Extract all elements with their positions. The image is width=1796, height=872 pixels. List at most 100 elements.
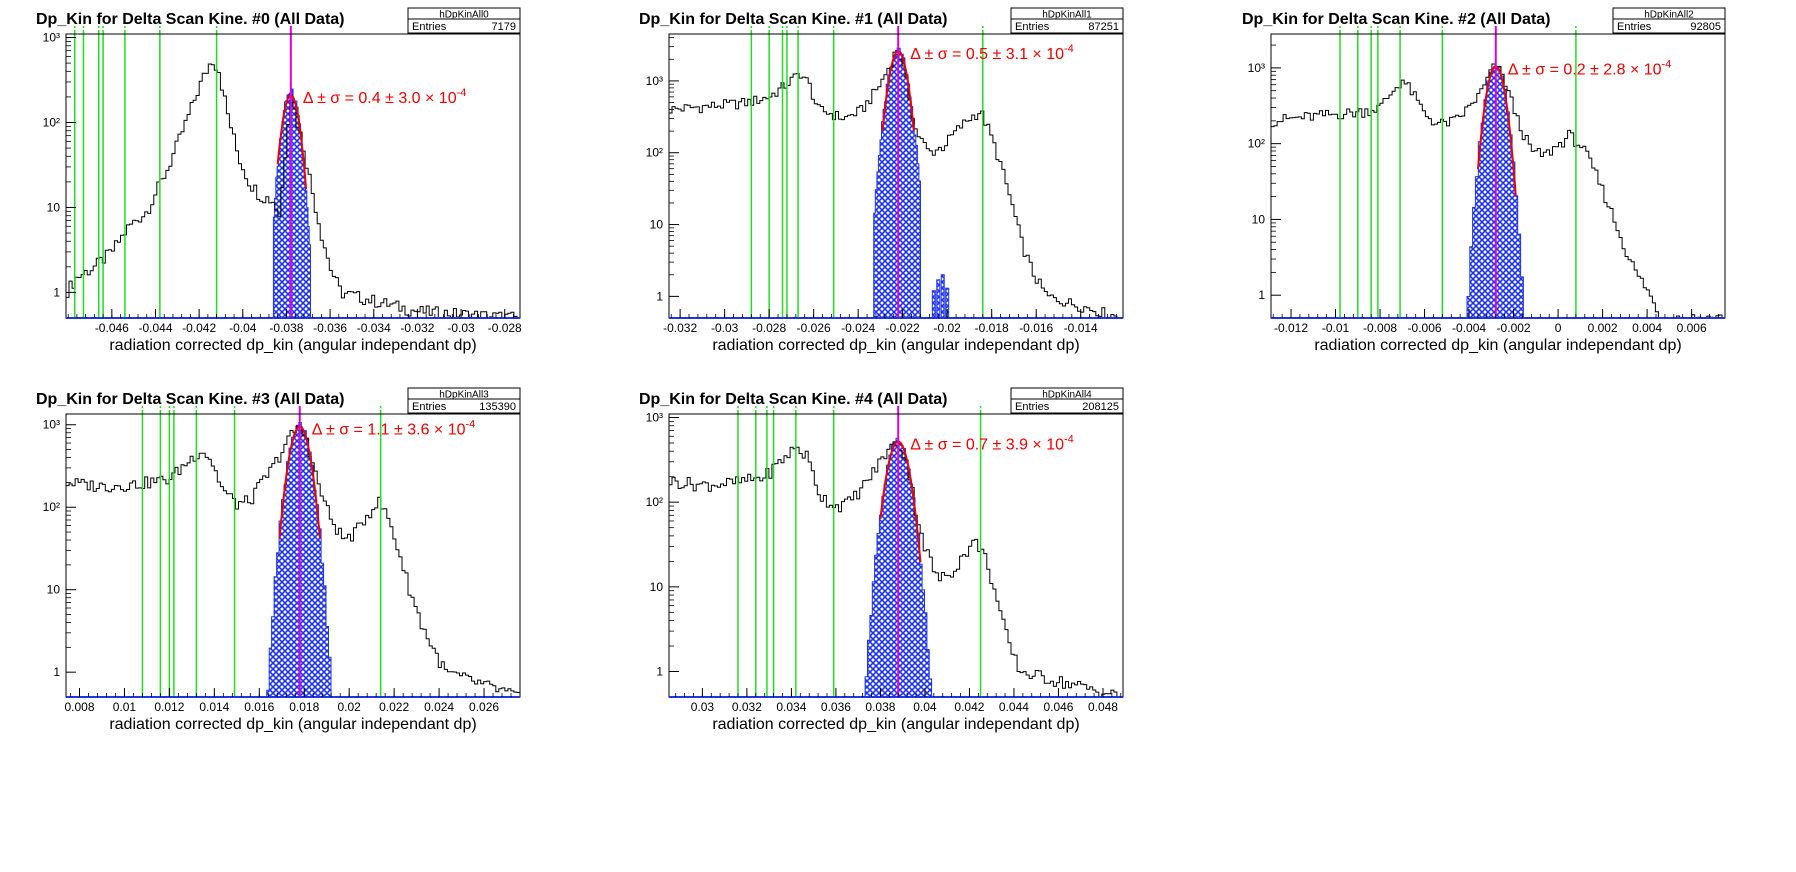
- y-tick-label: 10²: [646, 495, 663, 509]
- fit-annotation-prefix: Δ ± σ =: [1508, 61, 1564, 78]
- fit-annotation-exponent: -4: [1662, 58, 1672, 70]
- stats-entries-value: 92805: [1690, 21, 1721, 33]
- x-axis-label: radiation corrected dp_kin (angular inde…: [712, 716, 1079, 733]
- x-tick-label: 0.002: [1588, 321, 1618, 335]
- y-tick-label: 10: [650, 218, 664, 232]
- y-tick-label: 1: [53, 285, 60, 299]
- x-tick-label: -0.006: [1408, 321, 1442, 335]
- fit-annotation-exponent: -4: [457, 87, 467, 99]
- x-tick-label: -0.042: [182, 321, 216, 335]
- y-tick-label: 1: [53, 665, 60, 679]
- y-tick-label: 10³: [646, 411, 663, 425]
- x-tick-label: 0.014: [199, 700, 229, 714]
- x-tick-label: 0.046: [1043, 700, 1073, 714]
- stats-histogram-name: hDpKinAll2: [1644, 10, 1694, 21]
- y-tick-label: 1: [1258, 288, 1265, 302]
- x-tick-label: -0.03: [447, 321, 475, 335]
- x-tick-label: 0.044: [999, 700, 1029, 714]
- fit-annotation-prefix: Δ ± σ =: [910, 437, 966, 454]
- stats-entries-value: 7179: [492, 21, 516, 33]
- x-tick-label: 0.03: [691, 700, 715, 714]
- x-tick-label: -0.044: [138, 321, 172, 335]
- x-tick-label: 0.018: [289, 700, 319, 714]
- x-tick-label: -0.01: [1322, 321, 1350, 335]
- chart-title: Dp_Kin for Delta Scan Kine. #1 (All Data…: [639, 11, 948, 28]
- chart-title: Dp_Kin for Delta Scan Kine. #3 (All Data…: [36, 391, 345, 408]
- x-tick-label: 0.036: [821, 700, 851, 714]
- y-tick-label: 10: [650, 580, 664, 594]
- fit-annotation: Δ ± σ = 0.4 ± 3.0 × 10-4: [303, 87, 467, 107]
- x-tick-label: -0.002: [1497, 321, 1531, 335]
- y-tick-label: 10²: [646, 146, 663, 160]
- stats-entries-value: 87251: [1088, 21, 1119, 33]
- fit-annotation: Δ ± σ = 1.1 ± 3.6 × 10-4: [312, 419, 476, 439]
- stats-entries-value: 135390: [479, 401, 516, 413]
- x-tick-label: 0.02: [338, 700, 362, 714]
- y-tick-label: 10: [47, 200, 61, 214]
- panel-1: Dp_Kin for Delta Scan Kine. #1 (All Data…: [639, 7, 1124, 354]
- x-tick-label: 0.01: [113, 700, 137, 714]
- signal-histogram-bin: [936, 279, 941, 319]
- x-tick-label: -0.024: [841, 321, 875, 335]
- y-tick-label: 10²: [43, 115, 60, 129]
- x-tick-label: -0.04: [229, 321, 257, 335]
- x-tick-label: -0.028: [752, 321, 786, 335]
- x-tick-label: 0.026: [469, 700, 499, 714]
- x-tick-label: -0.046: [95, 321, 129, 335]
- x-tick-label: 0.016: [244, 700, 274, 714]
- x-tick-label: -0.014: [1064, 321, 1098, 335]
- x-tick-label: -0.036: [313, 321, 347, 335]
- stats-box: [407, 7, 521, 34]
- y-tick-label: 1: [656, 289, 663, 303]
- stats-entries-label: Entries: [412, 21, 447, 33]
- x-tick-label: -0.034: [357, 321, 391, 335]
- stats-box: [1612, 7, 1726, 34]
- x-tick-label: -0.026: [797, 321, 831, 335]
- x-tick-label: 0.038: [865, 700, 895, 714]
- x-tick-label: 0.04: [913, 700, 937, 714]
- x-axis-label: radiation corrected dp_kin (angular inde…: [712, 337, 1079, 354]
- gaussian-fit: [879, 440, 922, 563]
- y-tick-label: 10³: [1248, 61, 1265, 75]
- stats-entries-label: Entries: [1015, 401, 1050, 413]
- fit-annotation-exponent: -4: [1064, 43, 1074, 55]
- fit-annotation: Δ ± σ = 0.2 ± 2.8 × 10-4: [1508, 58, 1672, 78]
- data-histogram: [668, 51, 1123, 319]
- x-axis-label: radiation corrected dp_kin (angular inde…: [109, 337, 476, 354]
- data-histogram: [668, 441, 1123, 698]
- stats-entries-label: Entries: [1015, 21, 1050, 33]
- stats-histogram-name: hDpKinAll1: [1042, 10, 1092, 21]
- fit-annotation-exponent: -4: [1064, 434, 1074, 446]
- x-tick-label: -0.028: [488, 321, 522, 335]
- stats-box: [1010, 7, 1124, 34]
- signal-histogram: [873, 47, 921, 319]
- y-tick-label: 10²: [43, 500, 60, 514]
- y-tick-label: 10³: [646, 74, 663, 88]
- x-tick-label: 0.024: [424, 700, 454, 714]
- x-tick-label: 0.022: [379, 700, 409, 714]
- fit-annotation-prefix: Δ ± σ =: [910, 46, 966, 63]
- gaussian-fit: [1477, 65, 1517, 197]
- x-axis-label: radiation corrected dp_kin (angular inde…: [109, 716, 476, 733]
- x-tick-label: 0.042: [954, 700, 984, 714]
- fit-annotation-exponent: -4: [466, 419, 476, 431]
- x-tick-label: 0.048: [1088, 700, 1118, 714]
- panel-2: Dp_Kin for Delta Scan Kine. #2 (All Data…: [1242, 7, 1726, 354]
- x-tick-label: -0.022: [886, 321, 920, 335]
- stats-histogram-name: hDpKinAll0: [439, 10, 489, 21]
- x-tick-label: -0.038: [269, 321, 303, 335]
- fit-annotation-value: 0.4 ± 3.0 × 10: [358, 90, 456, 107]
- x-tick-label: -0.012: [1274, 321, 1308, 335]
- y-tick-label: 1: [656, 665, 663, 679]
- stats-entries-value: 208125: [1082, 401, 1119, 413]
- panel-3: Dp_Kin for Delta Scan Kine. #3 (All Data…: [36, 387, 521, 733]
- chart-title: Dp_Kin for Delta Scan Kine. #4 (All Data…: [639, 391, 948, 408]
- x-tick-label: -0.016: [1019, 321, 1053, 335]
- y-tick-label: 10²: [1248, 137, 1265, 151]
- x-tick-label: 0.032: [732, 700, 762, 714]
- x-tick-label: -0.032: [663, 321, 697, 335]
- y-tick-label: 10: [1252, 212, 1266, 226]
- chart-title: Dp_Kin for Delta Scan Kine. #0 (All Data…: [36, 11, 345, 28]
- x-tick-label: -0.018: [975, 321, 1009, 335]
